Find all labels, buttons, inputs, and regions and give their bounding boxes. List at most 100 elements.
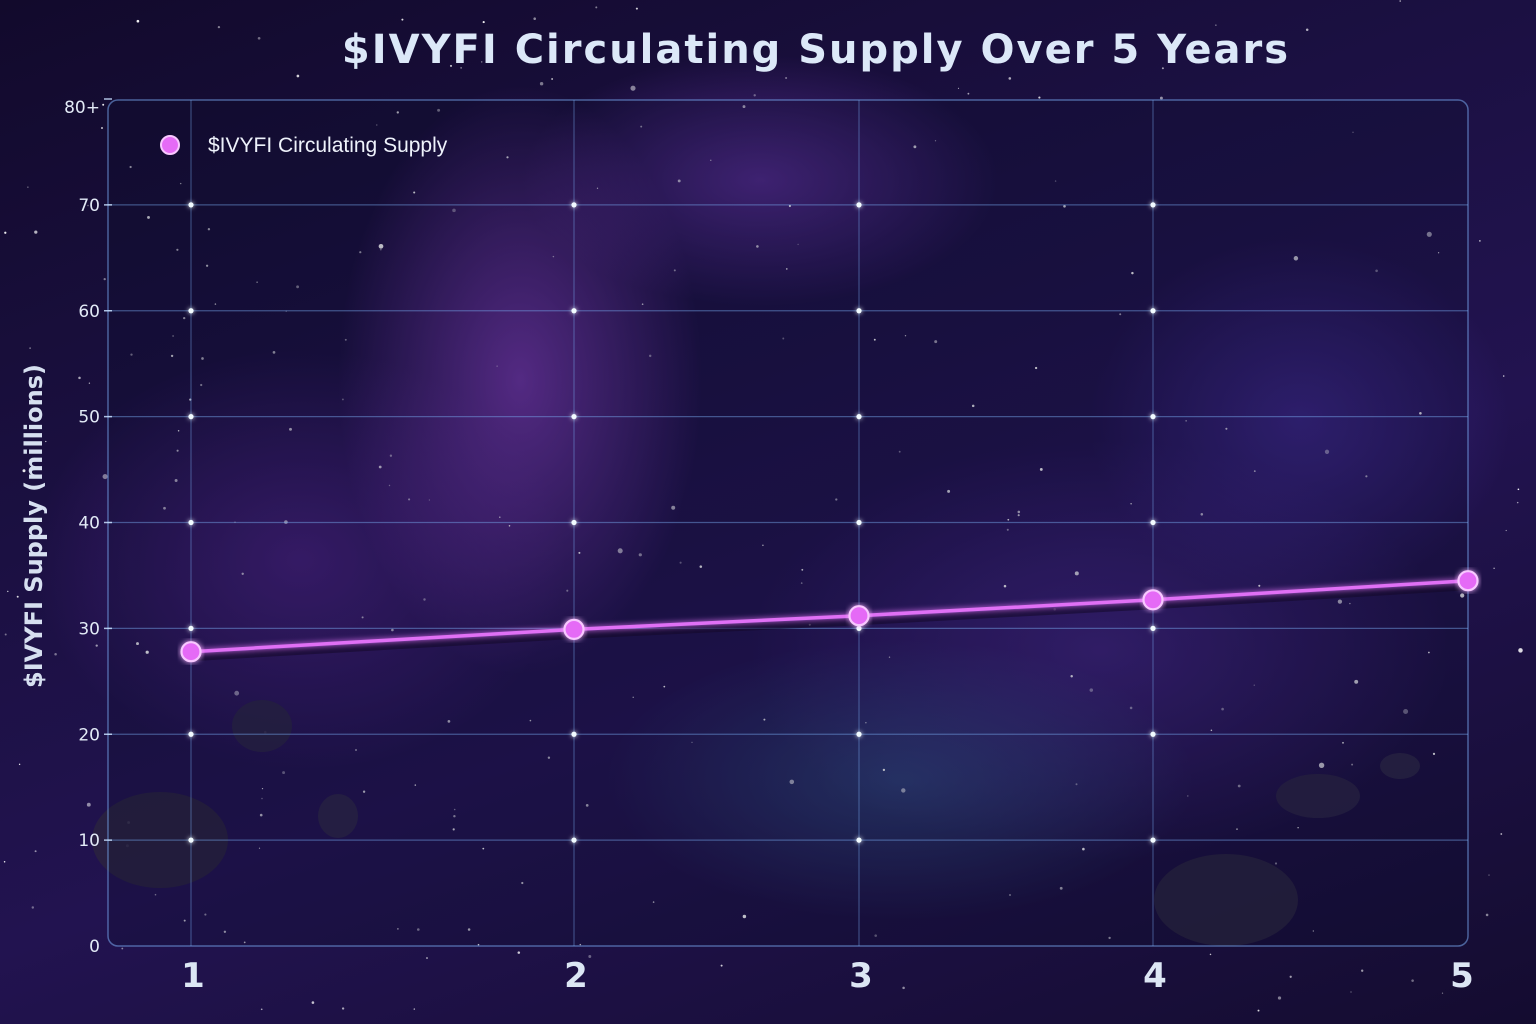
star <box>1305 28 1309 31</box>
star <box>129 165 132 169</box>
star <box>1129 706 1133 710</box>
star <box>426 957 428 959</box>
star <box>100 126 104 130</box>
legend-label: $IVYFI Circulating Supply <box>208 134 448 157</box>
data-point <box>180 641 202 663</box>
star <box>1007 518 1010 521</box>
x-tick-label: 1 <box>181 956 205 996</box>
star <box>506 156 509 159</box>
star <box>882 768 886 772</box>
star <box>499 516 501 518</box>
star <box>753 94 756 97</box>
star <box>1008 77 1012 80</box>
star <box>428 499 431 501</box>
star <box>1225 427 1228 430</box>
star <box>1493 567 1495 569</box>
star <box>873 338 876 341</box>
x-tick-label: 3 <box>849 956 873 996</box>
star <box>362 790 366 793</box>
star <box>1089 688 1094 692</box>
star <box>801 568 804 571</box>
star <box>638 553 642 557</box>
star <box>1210 729 1213 732</box>
star <box>102 103 105 106</box>
star <box>261 787 264 790</box>
star <box>763 718 766 721</box>
star <box>1518 648 1523 653</box>
star <box>296 74 300 78</box>
star <box>18 763 21 766</box>
star <box>408 498 411 501</box>
star <box>176 248 179 251</box>
star <box>640 125 643 128</box>
star <box>517 951 521 954</box>
star <box>54 653 57 656</box>
star <box>1017 514 1020 517</box>
star <box>1038 96 1041 99</box>
star <box>201 357 204 360</box>
legend-marker-swatch <box>160 135 180 155</box>
star <box>1209 953 1212 956</box>
star <box>663 685 666 688</box>
star <box>176 449 179 452</box>
star <box>1516 501 1519 504</box>
y-tick-label: 70 <box>78 196 100 216</box>
star <box>1161 67 1164 70</box>
star <box>585 804 589 807</box>
star <box>888 656 891 658</box>
star <box>789 779 795 785</box>
star <box>720 964 723 967</box>
star <box>482 847 485 850</box>
y-tick-label: 20 <box>78 725 100 745</box>
star <box>957 87 960 89</box>
grid-dot <box>188 837 194 843</box>
star <box>699 565 703 568</box>
grid-dot <box>856 837 862 843</box>
star <box>835 498 838 501</box>
star <box>1361 969 1364 972</box>
star <box>260 1008 263 1011</box>
star <box>904 335 907 337</box>
star <box>1200 513 1204 516</box>
star <box>521 881 524 885</box>
star <box>679 561 682 564</box>
star <box>1297 826 1299 829</box>
star <box>87 204 89 207</box>
star <box>29 347 31 349</box>
star <box>311 1001 315 1004</box>
y-axis-ticks: 0 10 20 30 40 50 60 70 80+ <box>64 98 112 957</box>
star <box>4 633 7 636</box>
star <box>947 489 951 493</box>
star <box>102 474 108 480</box>
star <box>691 741 693 743</box>
star <box>416 928 420 931</box>
star <box>355 749 357 751</box>
star <box>671 505 676 510</box>
star <box>1108 936 1111 940</box>
star <box>414 784 417 786</box>
star <box>423 598 426 601</box>
star <box>204 913 207 916</box>
star <box>447 720 451 723</box>
star <box>579 943 582 946</box>
grid-dot <box>1150 731 1156 737</box>
star <box>1253 684 1256 686</box>
star <box>1479 240 1481 242</box>
star <box>1159 96 1163 100</box>
star <box>7 590 9 593</box>
star <box>359 251 362 254</box>
star <box>1403 709 1409 714</box>
star <box>1293 256 1299 261</box>
star <box>243 941 246 944</box>
star <box>88 382 91 384</box>
star <box>1074 571 1079 576</box>
star <box>652 901 655 903</box>
star <box>177 430 180 432</box>
star <box>282 771 286 775</box>
star <box>1082 847 1085 851</box>
star <box>1485 913 1489 917</box>
star <box>121 947 124 950</box>
star <box>1352 131 1354 133</box>
star <box>865 722 867 724</box>
star <box>673 269 676 272</box>
